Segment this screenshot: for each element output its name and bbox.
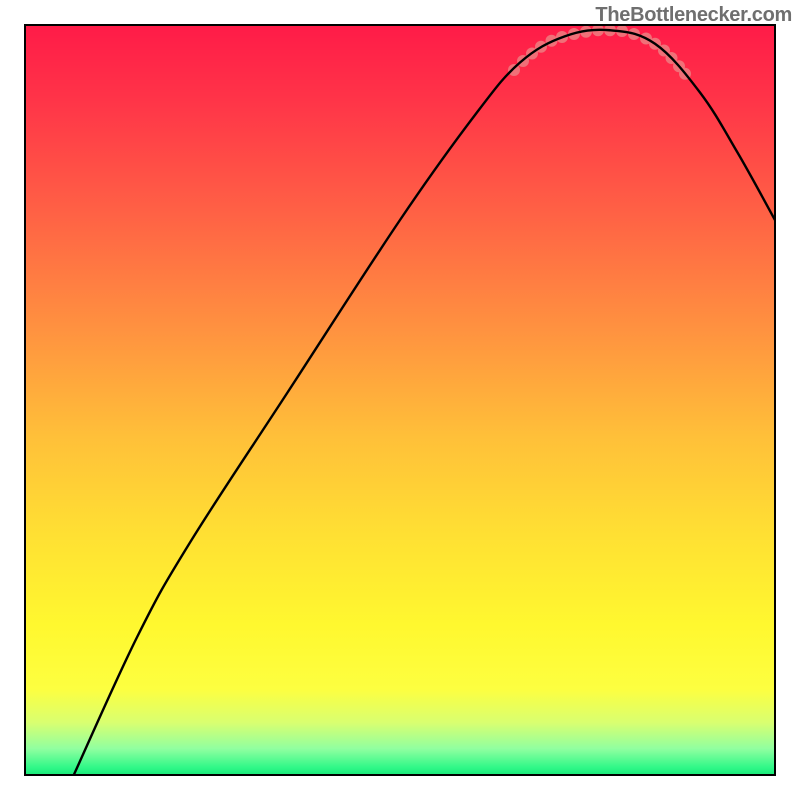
bottleneck-chart (0, 0, 800, 800)
chart-container: TheBottlenecker.com (0, 0, 800, 800)
watermark-text: TheBottlenecker.com (595, 4, 792, 27)
marker-dot (508, 64, 520, 76)
plot-background (25, 25, 775, 775)
